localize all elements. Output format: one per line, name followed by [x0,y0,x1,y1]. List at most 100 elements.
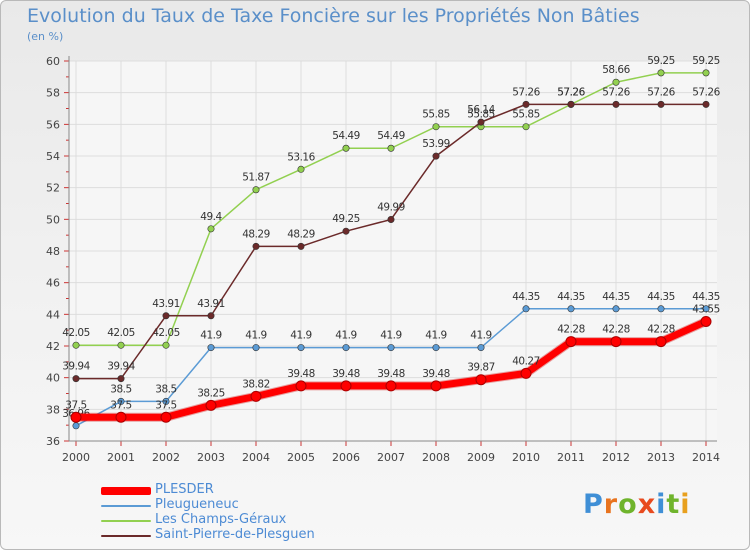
data-point [250,390,262,402]
data-point [567,100,575,108]
data-label: 57.26 [692,86,720,98]
data-point [657,100,665,108]
data-point [657,305,665,313]
y-tick-label: 40 [46,372,60,385]
x-tick-label: 2005 [287,451,315,464]
x-tick-label: 2009 [467,451,495,464]
data-label: 38.5 [110,383,131,395]
y-tick-label: 36 [46,435,60,448]
data-label: 39.94 [107,361,135,373]
data-label: 39.48 [377,368,405,380]
data-point [342,344,350,352]
data-point [207,225,215,233]
data-label: 38.5 [155,383,176,395]
data-point [72,341,80,349]
data-point [342,227,350,235]
data-label: 43.91 [152,298,180,310]
data-label: 59.25 [692,55,720,67]
logo-letter: i [680,489,691,520]
data-point [252,242,260,250]
logo-letter: r [603,489,619,520]
data-label: 40.27 [512,355,540,367]
x-tick-label: 2002 [152,451,180,464]
data-label: 42.28 [557,324,585,336]
y-tick-label: 48 [46,245,60,258]
data-label: 42.05 [152,327,180,339]
data-label: 39.94 [62,361,90,373]
data-point [297,242,305,250]
data-label: 48.29 [242,228,270,240]
data-label: 57.26 [557,86,585,98]
data-label: 49.99 [377,201,405,213]
legend-label: Les Champs-Géraux [155,512,287,527]
data-label: 37.5 [65,399,86,411]
data-point [297,165,305,173]
data-label: 56.14 [467,104,495,116]
data-label: 44.35 [557,291,585,303]
data-point [115,411,127,423]
legend-swatch [101,535,151,537]
data-label: 37.5 [155,399,176,411]
data-point [117,341,125,349]
data-point [477,344,485,352]
data-label: 57.26 [557,86,585,98]
data-label: 59.25 [647,55,675,67]
y-tick-label: 44 [46,308,60,321]
data-label: 58.66 [602,64,630,76]
y-tick-label: 42 [46,340,60,353]
legend-label: Saint-Pierre-de-Plesguen [155,527,315,542]
data-label: 41.9 [335,330,356,342]
data-point [702,305,710,313]
legend-swatch [101,520,151,522]
data-point [207,312,215,320]
data-label: 41.9 [290,330,311,342]
data-point [117,397,125,405]
data-point [522,123,530,131]
x-tick-label: 2011 [557,451,585,464]
data-label: 57.26 [512,86,540,98]
logo-letter: i [656,489,667,520]
data-label: 57.26 [647,86,675,98]
data-point [162,397,170,405]
x-tick-label: 2001 [107,451,135,464]
data-point [162,312,170,320]
data-point [430,380,442,392]
data-point [432,123,440,131]
data-label: 54.49 [377,130,405,142]
data-label: 41.9 [425,330,446,342]
data-label: 41.9 [245,330,266,342]
legend-swatch [101,487,151,495]
data-label: 41.9 [470,330,491,342]
chart-unit-label: (en %) [27,30,64,43]
data-label: 43.91 [197,298,225,310]
data-point [565,336,577,348]
data-label: 49.4 [200,211,222,223]
data-point [72,375,80,383]
data-label: 43.55 [692,303,720,315]
x-tick-label: 2012 [602,451,630,464]
y-tick-label: 50 [46,213,60,226]
data-point [387,215,395,223]
x-tick-label: 2013 [647,451,675,464]
legend-swatch [101,505,151,507]
data-point [385,380,397,392]
data-label: 49.25 [332,213,360,225]
data-point [475,374,487,386]
y-tick-label: 38 [46,403,60,416]
data-point [340,380,352,392]
data-point [387,144,395,152]
data-label: 55.85 [512,109,540,121]
y-tick-label: 60 [46,55,60,68]
data-point [520,367,532,379]
data-label: 39.48 [287,368,315,380]
data-label: 57.26 [602,86,630,98]
logo-letter: x [637,489,657,520]
chart-title: Evolution du Taux de Taxe Foncière sur l… [27,5,640,27]
data-point [610,336,622,348]
data-point [72,422,80,430]
data-point [252,344,260,352]
data-label: 44.35 [692,291,720,303]
y-tick-label: 58 [46,87,60,100]
data-point [567,305,575,313]
